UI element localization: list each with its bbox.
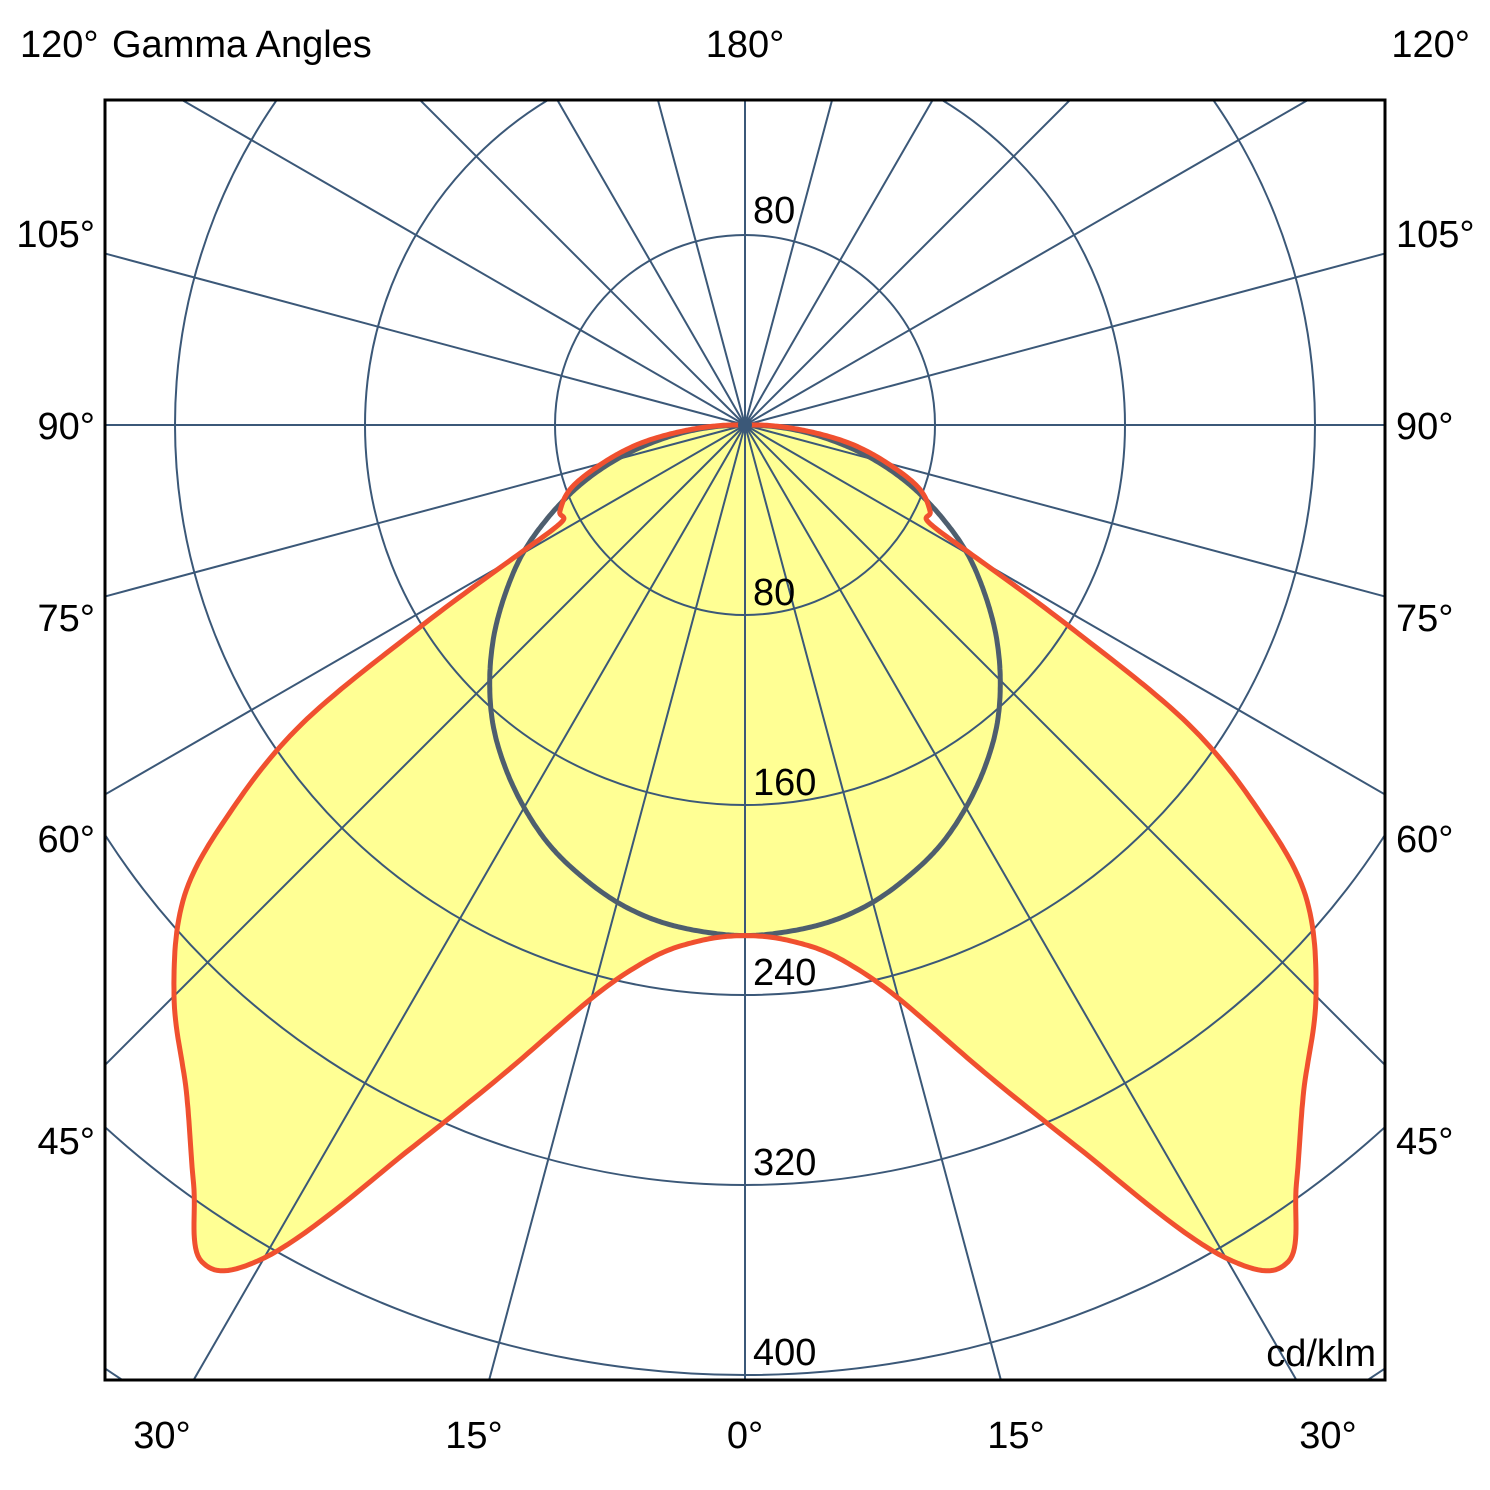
- curve-c0-c180: [171, 422, 1319, 1274]
- angle-label-45-right: 45°: [1396, 1121, 1453, 1163]
- grid-ray-330: [192, 424, 746, 1380]
- angle-label-30-bottom-right: 30°: [1299, 1415, 1356, 1457]
- angle-label-90-right: 90°: [1396, 406, 1453, 448]
- grid-ray-210: [556, 100, 746, 426]
- grid-ray-150: [744, 100, 934, 426]
- grid-ray-120: [744, 100, 1310, 426]
- angle-label-105-right: 105°: [1396, 214, 1475, 256]
- angle-label-15-bottom-right: 15°: [987, 1415, 1044, 1457]
- angle-label-45-left: 45°: [38, 1121, 95, 1163]
- ring-label-240: 240: [753, 952, 816, 994]
- ring-label-80-upper: 80: [753, 190, 795, 232]
- ring-label-320: 320: [753, 1142, 816, 1184]
- grid-ray-75: [744, 424, 1385, 598]
- angle-label-15-bottom-left: 15°: [445, 1415, 502, 1457]
- grid-ray-30: [744, 424, 1298, 1380]
- grid-ray-45: [744, 424, 1385, 1067]
- angle-label-120-top-right: 120°: [1391, 24, 1470, 66]
- ring-label-80: 80: [753, 572, 795, 614]
- unit-label: cd/klm: [1266, 1333, 1376, 1375]
- angle-label-90-left: 90°: [38, 406, 95, 448]
- grid-ray-345: [488, 424, 746, 1380]
- grid-ray-315: [105, 424, 746, 1067]
- plot-border: [103, 98, 1387, 1382]
- ring-label-160: 160: [753, 762, 816, 804]
- angle-label-75-left: 75°: [38, 598, 95, 640]
- angle-label-60-right: 60°: [1396, 819, 1453, 861]
- pole-marker: [738, 418, 752, 432]
- grid-ray-240: [180, 100, 746, 426]
- grid-ray-15: [744, 424, 1002, 1380]
- chart-title: Gamma Angles: [112, 24, 372, 66]
- angle-label-0-bottom: 0°: [727, 1415, 763, 1457]
- angle-label-60-left: 60°: [38, 819, 95, 861]
- ring-label-400: 400: [753, 1332, 816, 1374]
- grid-ray-135: [744, 100, 1072, 426]
- grid-ray-255: [105, 252, 746, 426]
- grid-ray-165: [744, 100, 834, 426]
- angle-label-105-left: 105°: [16, 214, 95, 256]
- curves-layer: [171, 418, 1319, 1274]
- angle-label-75-right: 75°: [1396, 598, 1453, 640]
- angle-label-180-top: 180°: [706, 24, 785, 66]
- labels-layer: 120° Gamma Angles 180° 120° 105° 90° 75°…: [16, 24, 1474, 1457]
- angle-label-30-bottom-left: 30°: [133, 1415, 190, 1457]
- grid-ray-225: [418, 100, 746, 426]
- grid-ray-105: [744, 252, 1385, 426]
- grid-ray-285: [105, 424, 746, 598]
- grid-ray-195: [656, 100, 746, 426]
- angle-label-120-top-left: 120°: [20, 24, 99, 66]
